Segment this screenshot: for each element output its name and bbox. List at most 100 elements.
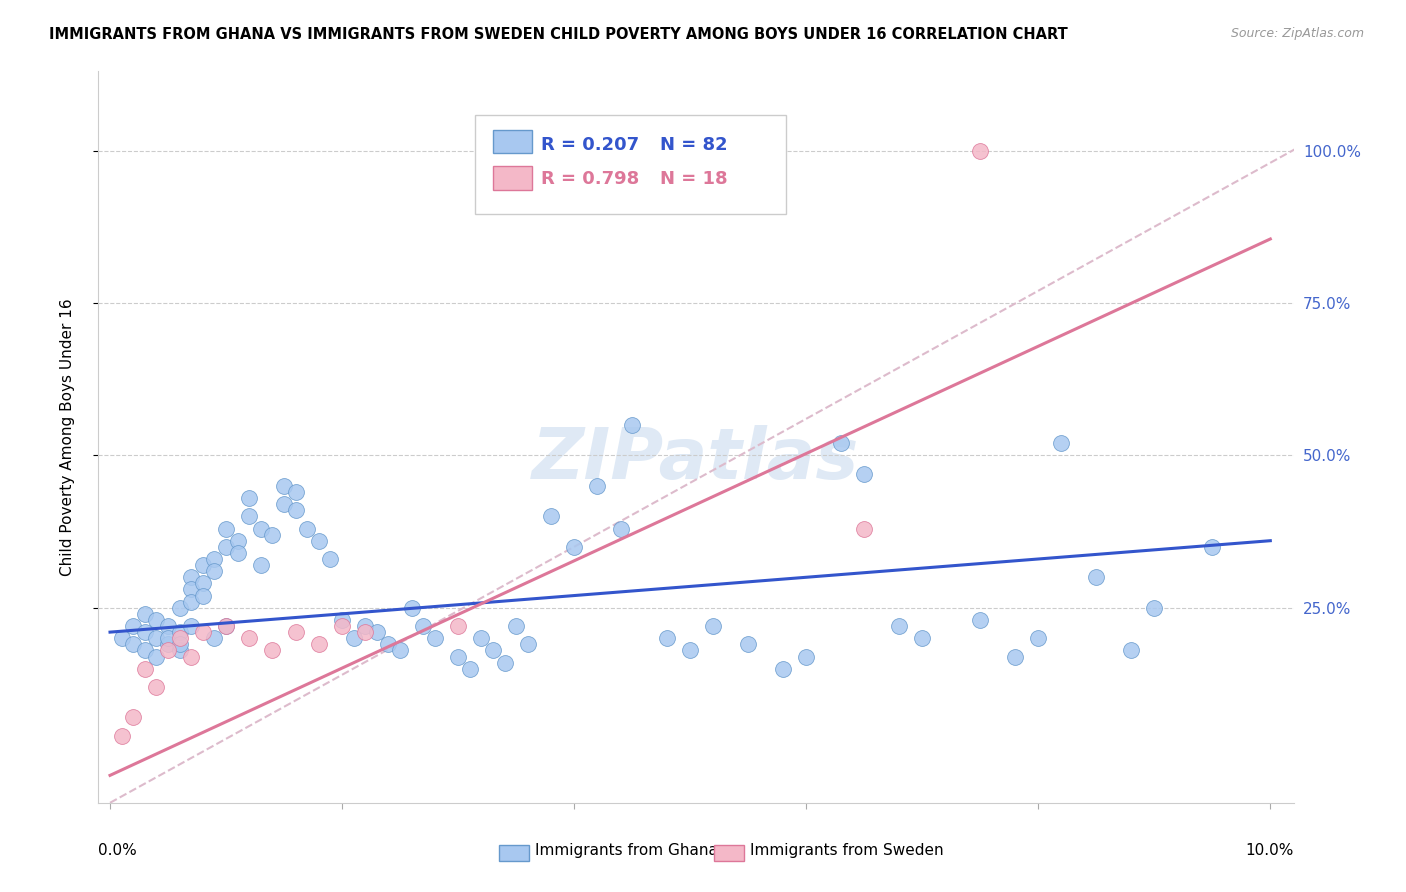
Point: [911, 632, 934, 646]
FancyBboxPatch shape: [494, 130, 533, 153]
Point: [853, 467, 876, 481]
Point: [1004, 649, 1026, 664]
Point: [423, 632, 446, 646]
Text: N = 18: N = 18: [661, 170, 728, 188]
Text: 0.0%: 0.0%: [98, 843, 138, 858]
Point: [169, 637, 191, 651]
Point: [284, 485, 307, 500]
Point: [134, 662, 156, 676]
Point: [679, 643, 702, 657]
Point: [1050, 436, 1073, 450]
Text: Immigrants from Sweden: Immigrants from Sweden: [749, 843, 943, 858]
Point: [609, 521, 631, 535]
Point: [969, 144, 991, 158]
Point: [494, 656, 516, 670]
Text: 10.0%: 10.0%: [1246, 843, 1294, 858]
Point: [1201, 540, 1223, 554]
Point: [180, 582, 202, 597]
Point: [319, 552, 342, 566]
Text: R = 0.207: R = 0.207: [541, 136, 638, 153]
Point: [157, 643, 180, 657]
Point: [655, 632, 678, 646]
Point: [389, 643, 412, 657]
Point: [215, 619, 238, 633]
Point: [134, 625, 156, 640]
Text: Source: ZipAtlas.com: Source: ZipAtlas.com: [1230, 27, 1364, 40]
Point: [157, 632, 180, 646]
FancyBboxPatch shape: [499, 846, 529, 862]
Point: [204, 632, 226, 646]
Point: [169, 625, 191, 640]
Point: [180, 649, 202, 664]
Point: [238, 632, 260, 646]
Point: [145, 649, 167, 664]
Point: [1085, 570, 1108, 584]
Point: [330, 619, 353, 633]
Point: [853, 521, 876, 535]
Text: IMMIGRANTS FROM GHANA VS IMMIGRANTS FROM SWEDEN CHILD POVERTY AMONG BOYS UNDER 1: IMMIGRANTS FROM GHANA VS IMMIGRANTS FROM…: [49, 27, 1069, 42]
Point: [562, 540, 585, 554]
Point: [180, 619, 202, 633]
Point: [516, 637, 538, 651]
Text: ZIPatlas: ZIPatlas: [533, 425, 859, 493]
Point: [191, 576, 214, 591]
Point: [169, 632, 191, 646]
Y-axis label: Child Poverty Among Boys Under 16: Child Poverty Among Boys Under 16: [60, 298, 75, 576]
Point: [377, 637, 399, 651]
Point: [191, 558, 214, 573]
Point: [157, 619, 180, 633]
Point: [215, 521, 238, 535]
Point: [1143, 600, 1166, 615]
Point: [586, 479, 609, 493]
Point: [1026, 632, 1049, 646]
Point: [122, 619, 145, 633]
Point: [887, 619, 910, 633]
Point: [969, 613, 991, 627]
Point: [145, 680, 167, 694]
Point: [250, 521, 273, 535]
Text: R = 0.798: R = 0.798: [541, 170, 638, 188]
Point: [540, 509, 562, 524]
Point: [180, 570, 202, 584]
Point: [482, 643, 505, 657]
Point: [145, 632, 167, 646]
Point: [354, 619, 377, 633]
Point: [191, 589, 214, 603]
FancyBboxPatch shape: [475, 115, 786, 214]
Point: [401, 600, 423, 615]
Point: [238, 509, 260, 524]
Point: [215, 540, 238, 554]
FancyBboxPatch shape: [714, 846, 744, 862]
Point: [215, 619, 238, 633]
Point: [343, 632, 366, 646]
Point: [145, 613, 167, 627]
Point: [111, 729, 134, 743]
Text: Immigrants from Ghana: Immigrants from Ghana: [534, 843, 717, 858]
Point: [169, 643, 191, 657]
Point: [737, 637, 759, 651]
FancyBboxPatch shape: [494, 167, 533, 190]
Point: [273, 479, 295, 493]
Point: [191, 625, 214, 640]
Point: [505, 619, 527, 633]
Point: [458, 662, 481, 676]
Point: [122, 637, 145, 651]
Point: [169, 600, 191, 615]
Point: [226, 533, 249, 548]
Point: [330, 613, 353, 627]
Point: [354, 625, 377, 640]
Point: [447, 619, 470, 633]
Point: [157, 637, 180, 651]
Point: [134, 607, 156, 621]
Point: [262, 527, 284, 541]
Point: [226, 546, 249, 560]
Point: [134, 643, 156, 657]
Point: [238, 491, 260, 505]
Point: [297, 521, 319, 535]
Point: [308, 637, 330, 651]
Text: N = 82: N = 82: [661, 136, 728, 153]
Point: [366, 625, 388, 640]
Point: [180, 594, 202, 608]
Point: [794, 649, 817, 664]
Point: [447, 649, 470, 664]
